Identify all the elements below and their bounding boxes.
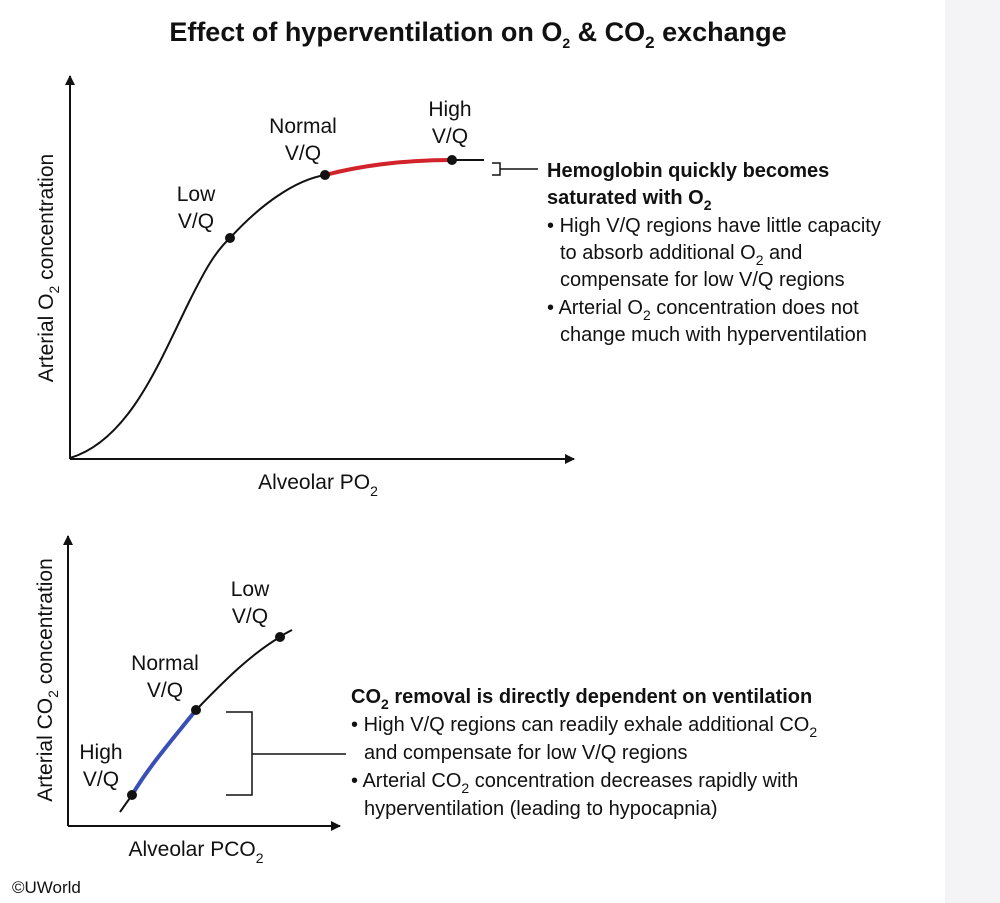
co2-x-axis-label: Alveolar PCO2 [128, 838, 263, 866]
co2-y-axis-label: Arterial CO2 concentration [34, 558, 61, 802]
co2-annotation: CO2 removal is directly dependent on ven… [351, 686, 817, 820]
copyright-notice: ©UWorld [12, 878, 81, 897]
co2-note-bullet1-line2: and compensate for low V/Q regions [364, 742, 688, 764]
o2-label-normal-line1: Normal [269, 115, 337, 138]
o2-point-high-vq [447, 155, 457, 165]
o2-saturation-bracket [492, 162, 501, 176]
co2-note-bullet2-line1: • Arterial CO2 concentration decreases r… [351, 770, 798, 796]
o2-note-bullet2-line1: • Arterial O2 concentration does not [547, 297, 859, 323]
co2-point-normal-vq [191, 705, 201, 715]
co2-point-low-vq [275, 632, 285, 642]
o2-annotation: Hemoglobin quickly becomes saturated wit… [547, 160, 881, 346]
co2-chart: Low V/Q Normal V/Q High V/Q Arterial CO2… [34, 535, 817, 866]
o2-note-bullet1-line3: compensate for low V/Q regions [560, 269, 845, 291]
o2-label-low-line1: Low [177, 183, 216, 206]
o2-note-heading-line1: Hemoglobin quickly becomes [547, 160, 829, 182]
co2-label-high-line1: High [79, 741, 122, 764]
o2-note-heading-line2: saturated with O2 [547, 187, 712, 213]
o2-x-axis-label: Alveolar PO2 [258, 471, 378, 499]
o2-chart: Low V/Q Normal V/Q High V/Q Arterial O2 … [35, 75, 881, 499]
o2-curve-high-vq-segment [324, 158, 453, 177]
o2-label-normal-line2: V/Q [285, 142, 321, 165]
co2-label-low-line2: V/Q [232, 605, 268, 628]
co2-label-normal-line2: V/Q [147, 679, 183, 702]
o2-note-bullet1-line2: to absorb additional O2 and [560, 242, 802, 268]
page-title: Effect of hyperventilation on O2 & CO2 e… [169, 17, 786, 52]
co2-range-bracket [226, 711, 253, 796]
co2-point-high-vq [127, 790, 137, 800]
co2-label-normal-line1: Normal [131, 652, 199, 675]
o2-label-high-line1: High [428, 98, 471, 121]
co2-note-bullet2-line2: hyperventilation (leading to hypocapnia) [364, 798, 718, 820]
co2-curve-high-vq-segment [130, 708, 198, 797]
co2-note-heading: CO2 removal is directly dependent on ven… [351, 686, 812, 712]
co2-note-bullet1-line1: • High V/Q regions can readily exhale ad… [351, 714, 817, 740]
o2-y-axis-label: Arterial O2 concentration [35, 154, 62, 382]
o2-label-high-line2: V/Q [432, 125, 468, 148]
co2-label-high-line2: V/Q [83, 768, 119, 791]
o2-point-normal-vq [320, 170, 330, 180]
o2-curve [69, 174, 326, 459]
co2-curve [195, 629, 293, 711]
o2-note-bullet2-line2: change much with hyperventilation [560, 324, 867, 346]
o2-label-low-line2: V/Q [178, 210, 214, 233]
o2-note-bullet1-line1: • High V/Q regions have little capacity [547, 215, 881, 237]
right-margin-strip [945, 0, 1000, 903]
o2-point-low-vq [225, 233, 235, 243]
co2-label-low-line1: Low [231, 578, 270, 601]
